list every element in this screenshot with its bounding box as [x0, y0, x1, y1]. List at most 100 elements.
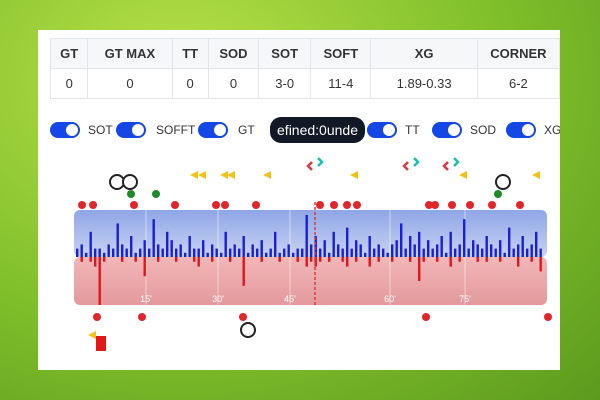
home-bar — [458, 244, 461, 257]
home-bar — [125, 248, 128, 257]
home-bar — [508, 227, 511, 257]
away-bar — [476, 257, 479, 262]
home-bar — [121, 244, 124, 257]
toggle-switch[interactable] — [367, 122, 397, 138]
toggle-switch[interactable] — [506, 122, 536, 138]
away-bar — [305, 257, 308, 267]
away-bar — [143, 257, 146, 277]
away-bar — [94, 257, 97, 267]
home-bar — [346, 227, 349, 257]
home-bar — [197, 248, 200, 257]
away-bar — [499, 257, 502, 262]
minute-label: 75' — [459, 294, 471, 304]
home-bar — [445, 252, 448, 257]
toggle-label: XG — [544, 123, 560, 137]
away-bar — [436, 257, 439, 262]
away-bar — [121, 257, 124, 262]
value-cell: 6-2 — [476, 68, 560, 99]
home-bar — [463, 219, 466, 257]
away-bar — [328, 257, 331, 262]
home-bar — [287, 244, 290, 257]
header-cell: SOT — [258, 38, 312, 69]
home-bar — [94, 248, 97, 257]
home-bar — [332, 231, 335, 257]
away-bar — [89, 257, 92, 262]
home-bar — [148, 248, 151, 257]
toggle-switch[interactable] — [432, 122, 462, 138]
home-bar — [418, 231, 421, 257]
home-bar — [161, 248, 164, 257]
minute-label: 60' — [384, 294, 396, 304]
home-bar — [89, 231, 92, 257]
home-bar — [134, 252, 137, 257]
away-bar — [103, 257, 106, 262]
away-bar — [157, 257, 160, 262]
home-bar — [368, 236, 371, 257]
home-bar — [157, 244, 160, 257]
away-bar — [346, 257, 349, 267]
away-bar — [310, 257, 313, 262]
home-bar — [152, 219, 155, 257]
home-bar — [80, 244, 83, 257]
home-bar — [526, 248, 529, 257]
away-bar — [368, 257, 371, 267]
toggle-switch[interactable] — [116, 122, 146, 138]
home-bar — [449, 231, 452, 257]
home-bar — [260, 240, 263, 257]
away-bar — [530, 257, 533, 262]
home-bar — [265, 252, 268, 257]
header-cell: SOFT — [310, 38, 372, 69]
toggle-label: GT — [238, 123, 255, 137]
toggle-switch[interactable] — [50, 122, 80, 138]
home-bar — [521, 236, 524, 257]
home-bar — [256, 248, 259, 257]
home-bar — [539, 248, 542, 257]
event-icons — [88, 157, 540, 351]
home-bar — [503, 252, 506, 257]
header-cell: SOD — [207, 38, 260, 69]
home-bar — [211, 244, 214, 257]
stats-table: GT GT MAX TT SOD SOT SOFT XG CORNER 0 0 0 0 3-0 11-4… — [49, 38, 560, 99]
tooltip: efined:0unde — [270, 117, 365, 143]
home-bar — [377, 244, 380, 257]
away-bar — [418, 257, 421, 281]
home-bar — [143, 240, 146, 257]
away-bar — [98, 257, 101, 305]
away-bar — [409, 257, 412, 262]
home-bar — [188, 236, 191, 257]
home-bar — [112, 248, 115, 257]
home-bar — [107, 244, 110, 257]
toggle-switch[interactable] — [198, 122, 228, 138]
home-bar — [215, 248, 218, 257]
away-bar — [242, 257, 245, 286]
away-bar — [260, 257, 263, 262]
timeline: 15' 30' 45' 60' 75' — [74, 157, 552, 351]
home-bar — [233, 244, 236, 257]
away-bar — [377, 257, 380, 262]
home-bar — [364, 252, 367, 257]
away-bar — [355, 257, 358, 262]
home-bar — [391, 244, 394, 257]
home-bar — [292, 252, 295, 257]
away-bar — [539, 257, 542, 272]
home-bar — [269, 248, 272, 257]
home-bar — [409, 236, 412, 257]
minute-label: 30' — [212, 294, 224, 304]
away-bar — [211, 257, 214, 262]
home-bar — [323, 240, 326, 257]
home-bar — [494, 248, 497, 257]
home-bar — [337, 244, 340, 257]
home-bar — [116, 223, 119, 257]
home-bar — [422, 248, 425, 257]
home-bar — [328, 252, 331, 257]
toggle-label: TT — [405, 123, 420, 137]
home-bar — [130, 236, 133, 257]
toggle-label: SOT — [88, 123, 113, 137]
away-bar — [341, 257, 344, 262]
home-bar — [467, 248, 470, 257]
away-bar — [319, 257, 322, 262]
home-bar — [229, 248, 232, 257]
header-cell: GT — [49, 38, 89, 69]
minute-label: 15' — [140, 294, 152, 304]
